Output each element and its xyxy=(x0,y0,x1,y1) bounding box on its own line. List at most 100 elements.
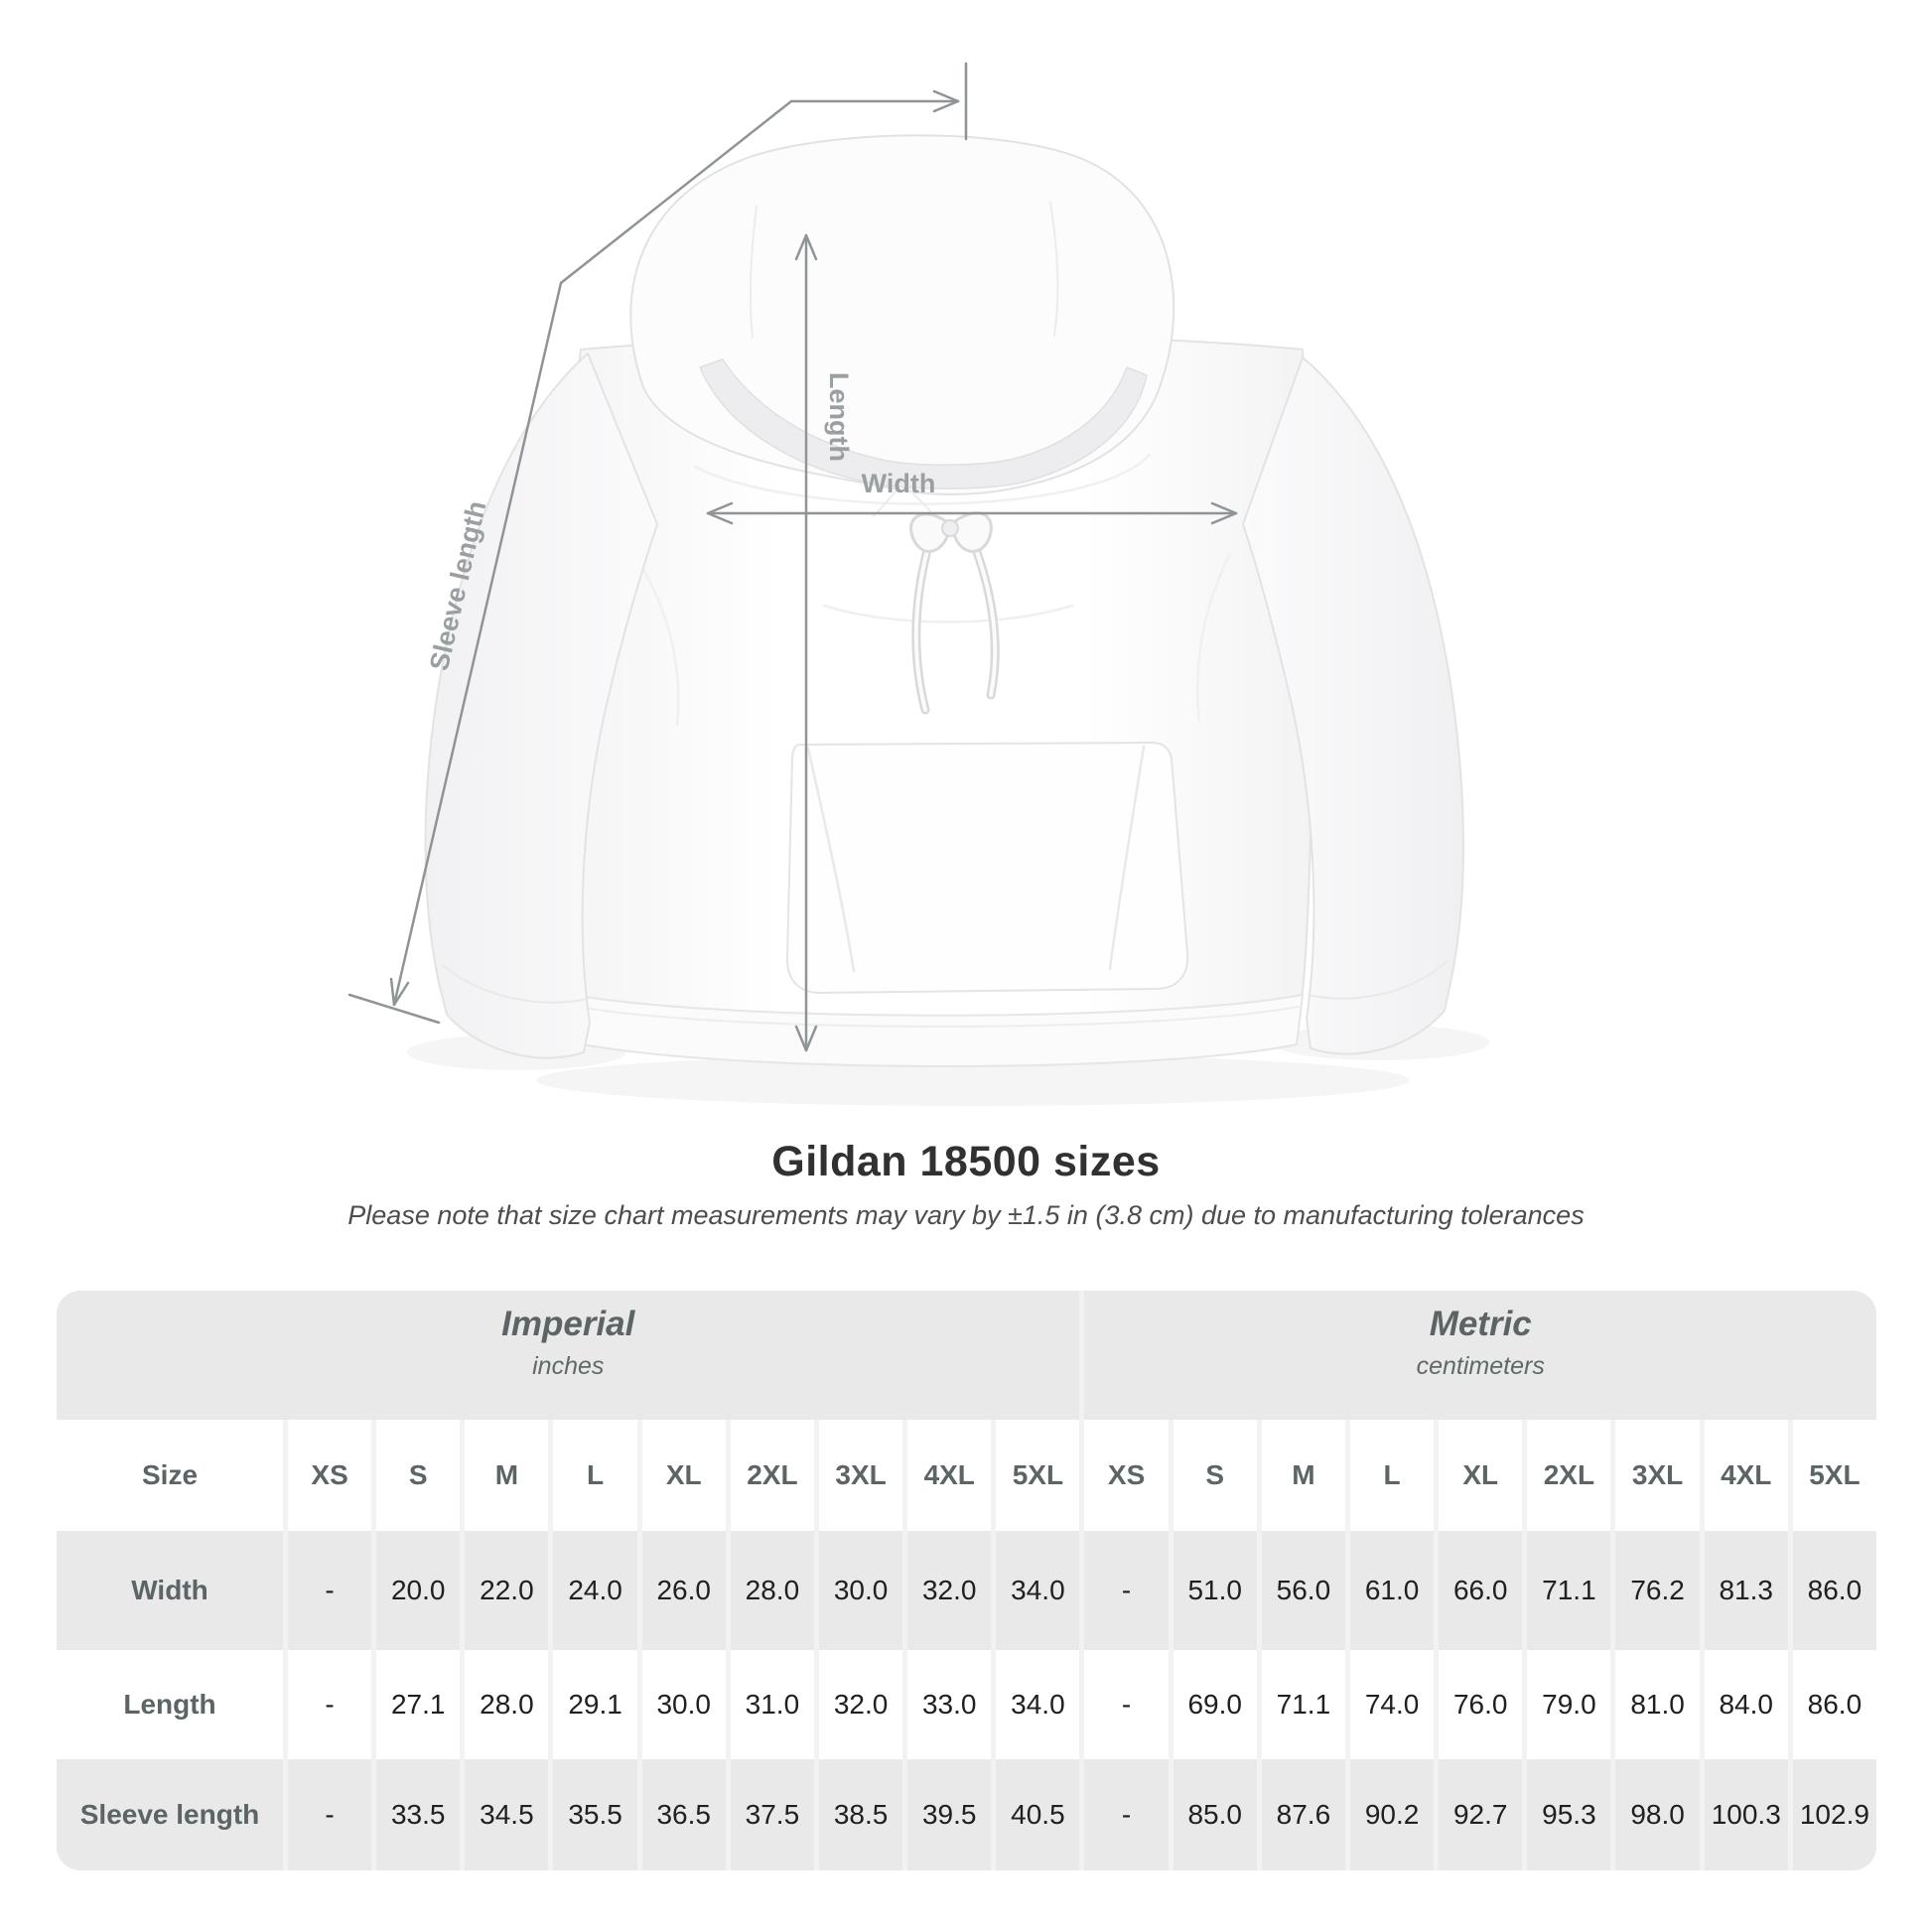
value-cell: 79.0 xyxy=(1527,1650,1611,1759)
size-column-header: S xyxy=(1173,1420,1257,1531)
row-label: Width xyxy=(57,1531,283,1650)
value-cell: 69.0 xyxy=(1173,1650,1257,1759)
size-column-header: XS xyxy=(288,1420,372,1531)
unit-group-imperial: Imperial inches xyxy=(57,1291,1080,1420)
value-cell: 56.0 xyxy=(1261,1531,1345,1650)
value-cell: 102.9 xyxy=(1792,1759,1876,1870)
value-cell: 87.6 xyxy=(1261,1759,1345,1870)
value-cell: 100.3 xyxy=(1704,1759,1788,1870)
value-cell: 31.0 xyxy=(730,1650,814,1759)
value-cell: - xyxy=(288,1759,372,1870)
size-column-header: 2XL xyxy=(730,1420,814,1531)
hoodie-illustration xyxy=(424,134,1464,1067)
value-cell: - xyxy=(1084,1650,1169,1759)
value-cell: - xyxy=(288,1650,372,1759)
value-cell: 71.1 xyxy=(1261,1650,1345,1759)
value-cell: - xyxy=(1084,1531,1169,1650)
value-cell: 28.0 xyxy=(465,1650,549,1759)
value-cell: 34.0 xyxy=(996,1650,1080,1759)
value-cell: 76.2 xyxy=(1615,1531,1700,1650)
unit-group-metric-name: Metric xyxy=(1429,1305,1532,1343)
value-cell: 81.0 xyxy=(1615,1650,1700,1759)
value-cell: 38.5 xyxy=(818,1759,903,1870)
row-label: Length xyxy=(57,1650,283,1759)
value-cell: 26.0 xyxy=(641,1531,726,1650)
value-cell: 33.5 xyxy=(376,1759,461,1870)
value-cell: 28.0 xyxy=(730,1531,814,1650)
width-label: Width xyxy=(862,469,936,498)
size-column-header: S xyxy=(376,1420,461,1531)
value-cell: 32.0 xyxy=(818,1650,903,1759)
hoodie-hood xyxy=(629,134,1175,495)
value-cell: 86.0 xyxy=(1792,1650,1876,1759)
value-cell: 34.0 xyxy=(996,1531,1080,1650)
value-cell: 30.0 xyxy=(641,1650,726,1759)
unit-group-imperial-name: Imperial xyxy=(501,1305,635,1343)
value-cell: 30.0 xyxy=(818,1531,903,1650)
size-column-header: 3XL xyxy=(1615,1420,1700,1531)
size-column-header: L xyxy=(1349,1420,1435,1531)
size-column-header: 3XL xyxy=(818,1420,903,1531)
unit-group-metric: Metric centimeters xyxy=(1084,1291,1876,1420)
hoodie-hood-lining xyxy=(699,358,1148,489)
value-cell: 39.5 xyxy=(907,1759,992,1870)
value-cell: 61.0 xyxy=(1349,1531,1435,1650)
value-cell: 92.7 xyxy=(1439,1759,1523,1870)
value-cell: 74.0 xyxy=(1349,1650,1435,1759)
value-cell: 86.0 xyxy=(1792,1531,1876,1650)
value-cell: 37.5 xyxy=(730,1759,814,1870)
length-arrow xyxy=(794,233,818,1052)
size-column-header: XS xyxy=(1084,1420,1169,1531)
size-column-header: 5XL xyxy=(1792,1420,1876,1531)
value-cell: - xyxy=(1084,1759,1169,1870)
value-cell: 33.0 xyxy=(907,1650,992,1759)
hoodie-pocket xyxy=(785,742,1189,994)
value-cell: 90.2 xyxy=(1349,1759,1435,1870)
hoodie-size-diagram: Width Length Sleeve length xyxy=(347,62,1464,1067)
value-cell: 24.0 xyxy=(553,1531,637,1650)
sleeve-length-arrow xyxy=(347,62,968,1025)
hoodie-hem-band xyxy=(561,992,1304,1067)
dimension-annotations xyxy=(347,62,1238,1052)
size-column-header: 5XL xyxy=(996,1420,1080,1531)
value-cell: 40.5 xyxy=(996,1759,1080,1870)
hoodie-right-sleeve xyxy=(1242,356,1464,1055)
size-column-header: M xyxy=(1261,1420,1345,1531)
value-cell: 66.0 xyxy=(1439,1531,1523,1650)
value-cell: 98.0 xyxy=(1615,1759,1700,1870)
value-cell: 95.3 xyxy=(1527,1759,1611,1870)
value-cell: 81.3 xyxy=(1704,1531,1788,1650)
value-cell: 32.0 xyxy=(907,1531,992,1650)
page-title: Gildan 18500 sizes xyxy=(771,1138,1161,1185)
size-table: Imperial inches Metric centimeters Size … xyxy=(57,1291,1876,1870)
size-header-cell: Size xyxy=(57,1420,283,1531)
size-column-header: L xyxy=(553,1420,637,1531)
title-block: Gildan 18500 sizes Please note that size… xyxy=(0,1138,1932,1231)
size-column-header: 2XL xyxy=(1527,1420,1611,1531)
row-label: Sleeve length xyxy=(57,1759,283,1870)
size-column-header: 4XL xyxy=(1704,1420,1788,1531)
length-label: Length xyxy=(824,372,854,462)
value-cell: 84.0 xyxy=(1704,1650,1788,1759)
value-cell: 35.5 xyxy=(553,1759,637,1870)
value-cell: 71.1 xyxy=(1527,1531,1611,1650)
value-cell: 29.1 xyxy=(553,1650,637,1759)
size-column-header: M xyxy=(465,1420,549,1531)
width-arrow xyxy=(706,501,1238,525)
value-cell: 76.0 xyxy=(1439,1650,1523,1759)
value-cell: 36.5 xyxy=(641,1759,726,1870)
unit-group-imperial-unit: inches xyxy=(532,1352,605,1380)
size-column-header: XL xyxy=(641,1420,726,1531)
value-cell: 27.1 xyxy=(376,1650,461,1759)
unit-group-metric-unit: centimeters xyxy=(1416,1352,1545,1380)
value-cell: 34.5 xyxy=(465,1759,549,1870)
value-cell: 20.0 xyxy=(376,1531,461,1650)
hoodie-left-sleeve xyxy=(424,352,658,1059)
value-cell: 51.0 xyxy=(1173,1531,1257,1650)
value-cell: 85.0 xyxy=(1173,1759,1257,1870)
value-cell: - xyxy=(288,1531,372,1650)
page-subtitle: Please note that size chart measurements… xyxy=(347,1200,1585,1230)
size-column-header: XL xyxy=(1439,1420,1523,1531)
value-cell: 22.0 xyxy=(465,1531,549,1650)
size-column-header: 4XL xyxy=(907,1420,992,1531)
